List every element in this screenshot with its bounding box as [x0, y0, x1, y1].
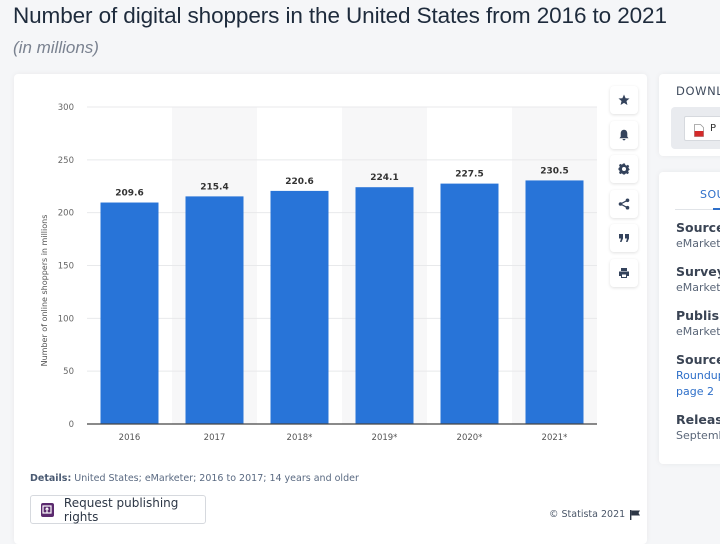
print-icon: [619, 267, 629, 278]
y-tick-label: 200: [58, 209, 74, 219]
y-tick-label: 50: [63, 367, 74, 377]
chart-details: Details: United States; eMarketer; 2016 …: [30, 473, 359, 484]
page-subtitle: (in millions): [13, 38, 99, 57]
bar: [185, 196, 244, 424]
release-label: Release: [676, 412, 720, 427]
y-tick-label: 250: [58, 156, 74, 166]
x-tick-label: 2019*: [372, 433, 398, 443]
publishing-icon: [41, 502, 54, 517]
published-label: Publish: [676, 308, 720, 323]
flag-icon[interactable]: [630, 509, 641, 520]
star-icon: [618, 94, 630, 105]
bar: [440, 183, 499, 424]
bar-value-label: 224.1: [370, 173, 398, 183]
bar-value-label: 215.4: [200, 182, 228, 192]
share-icon: [618, 198, 630, 209]
source-item: Source eMarket: [676, 220, 720, 252]
bar: [270, 190, 329, 424]
source-info-list: Source eMarket Survey eMarket Publish eM…: [676, 220, 720, 456]
details-label: Details:: [30, 473, 72, 484]
pdf-icon: [694, 122, 704, 137]
bar: [100, 202, 159, 424]
bar: [355, 187, 414, 424]
published-value: eMarket: [676, 325, 720, 338]
x-tick-label: 2016: [119, 433, 141, 443]
release-item: Release Septemb: [676, 412, 720, 444]
bar: [525, 180, 584, 424]
release-value: Septemb: [676, 429, 720, 442]
source-link-label: Source: [676, 352, 720, 367]
print-button[interactable]: [610, 258, 638, 287]
request-publishing-rights-label: Request publishing rights: [63, 495, 179, 524]
active-tab-indicator: [713, 208, 720, 210]
y-tick-label: 150: [58, 262, 74, 272]
download-options: P: [671, 107, 720, 149]
x-tick-label: 2017: [204, 433, 226, 443]
x-tick-label: 2018*: [287, 433, 313, 443]
survey-value: eMarket: [676, 281, 720, 294]
settings-button[interactable]: [610, 155, 638, 183]
favorite-button[interactable]: [610, 86, 638, 114]
quote-icon: [619, 234, 629, 242]
chart-card: 0 50 100 150 200 250 300 209.6 215.4 220.6 224.1 2…: [14, 74, 647, 544]
copyright: © Statista 2021: [549, 509, 641, 520]
request-publishing-rights-button[interactable]: Request publishing rights: [30, 495, 206, 524]
bar-chart: 0 50 100 150 200 250 300 209.6 215.4 220.6 224.1 2…: [40, 103, 597, 443]
chart-toolbar: [610, 86, 638, 293]
bar-value-label: 230.5: [540, 166, 568, 176]
pdf-label: P: [710, 123, 717, 134]
survey-label: Survey: [676, 264, 720, 279]
notification-button[interactable]: [610, 120, 638, 149]
x-tick-label: 2020*: [457, 433, 483, 443]
download-title: DOWNL: [676, 84, 720, 98]
bar-value-label: 220.6: [285, 177, 313, 187]
x-tick-label: 2021*: [542, 433, 568, 443]
details-text: United States; eMarketer; 2016 to 2017; …: [74, 473, 359, 484]
bar-value-label: 209.6: [115, 189, 143, 199]
source-link[interactable]: Roundup: [676, 369, 720, 382]
source-label: Source: [676, 220, 720, 235]
tab-divider: [675, 209, 720, 210]
source-value: eMarket: [676, 237, 720, 250]
published-item: Publish eMarket: [676, 308, 720, 340]
y-axis-label: Number of online shoppers in millions: [40, 215, 49, 367]
source-link-page[interactable]: page 2: [676, 385, 714, 398]
y-tick-label: 100: [58, 314, 74, 324]
y-tick-label: 300: [58, 103, 74, 113]
y-tick-label: 0: [69, 420, 74, 430]
source-link-item: Source Roundup page 2: [676, 352, 720, 400]
citation-button[interactable]: [610, 224, 638, 252]
sources-card: SOU Source eMarket Survey eMarket Publis…: [659, 172, 720, 464]
page-title: Number of digital shoppers in the United…: [13, 3, 667, 28]
gear-icon: [618, 163, 630, 175]
bar-value-label: 227.5: [455, 170, 483, 180]
share-button[interactable]: [610, 189, 638, 218]
survey-item: Survey eMarket: [676, 264, 720, 296]
download-card: DOWNL P: [659, 74, 720, 156]
tab-sources[interactable]: SOU: [700, 188, 720, 201]
pdf-download-button[interactable]: P: [684, 116, 720, 141]
bell-icon: [619, 129, 629, 140]
copyright-text: © Statista 2021: [549, 509, 626, 520]
